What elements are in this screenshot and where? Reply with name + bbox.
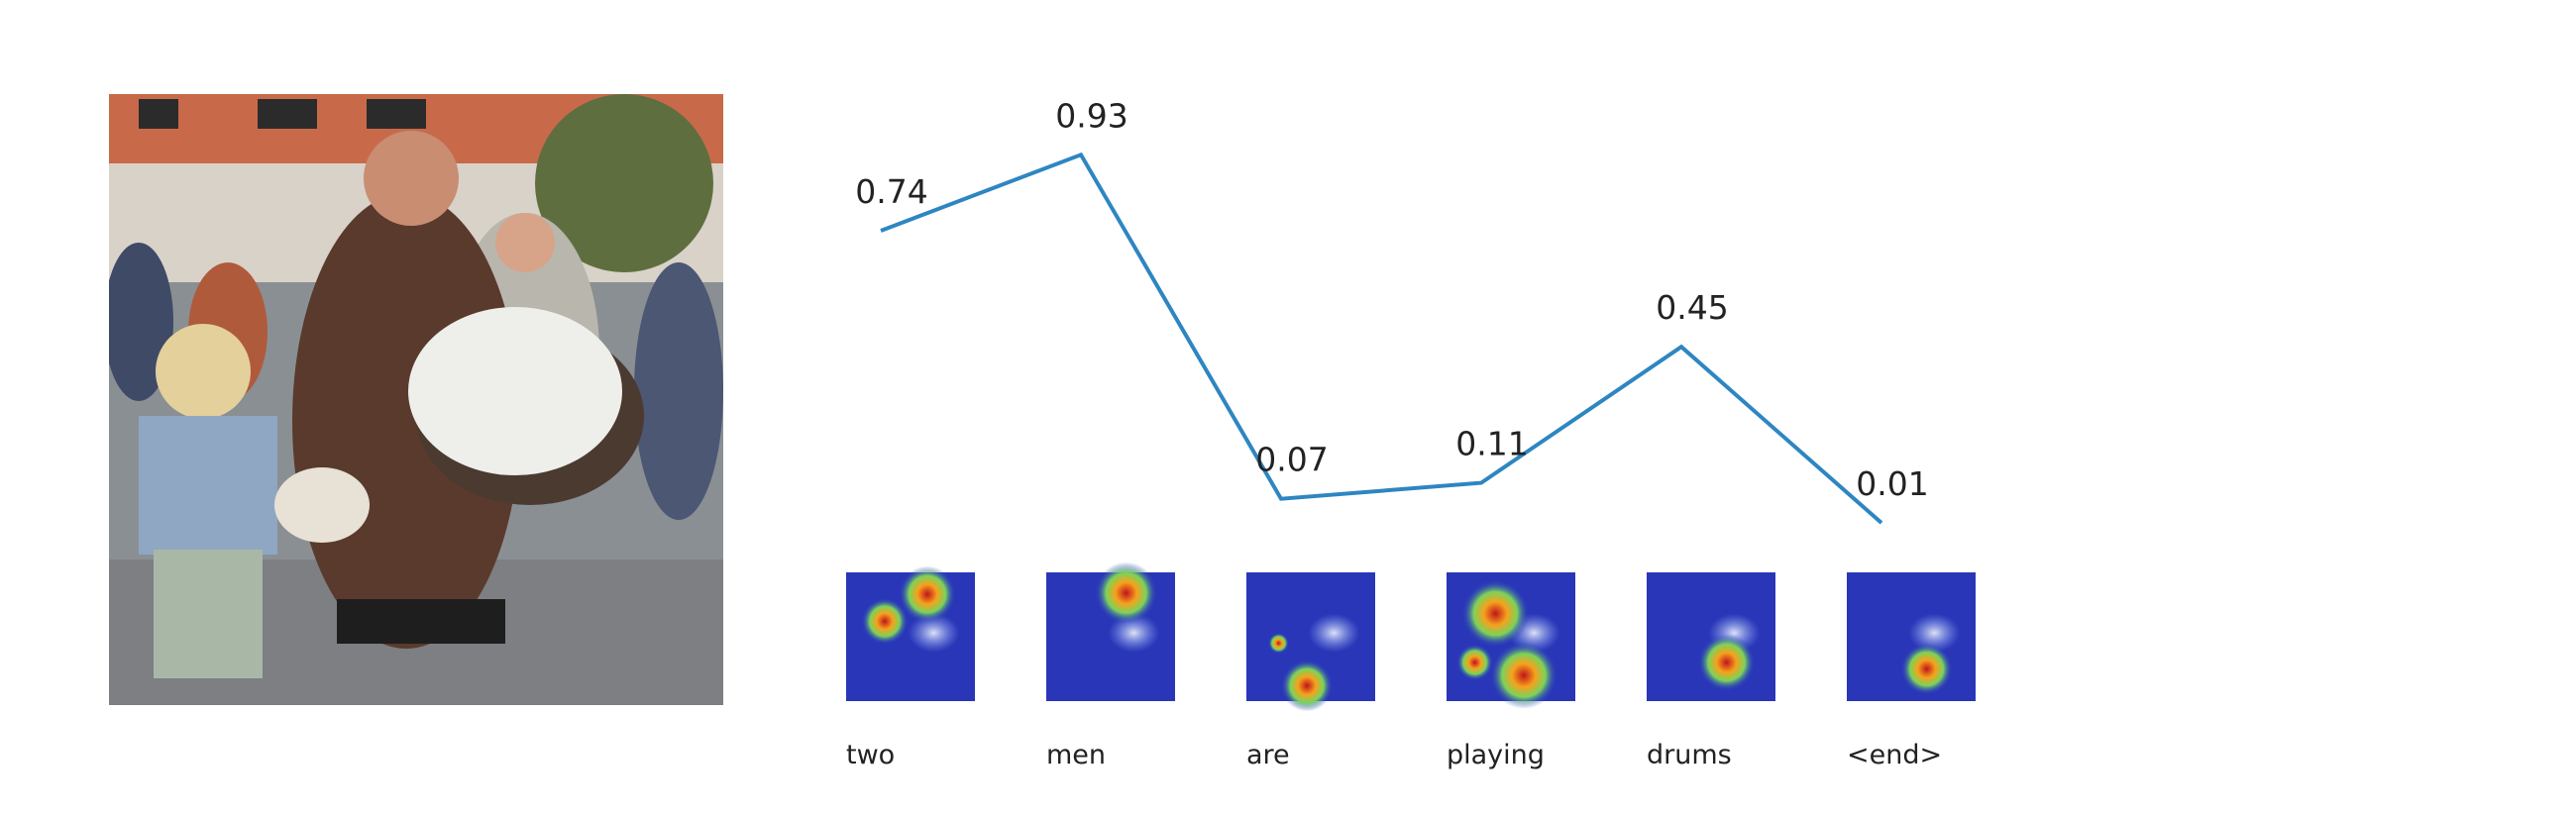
data-label-0: 0.74 (855, 172, 927, 211)
attention-map-5 (1847, 572, 1976, 701)
attention-map-1 (1046, 561, 1175, 701)
source-photo (109, 94, 723, 705)
attention-heatmaps (846, 561, 1976, 712)
category-label-5: <end> (1847, 740, 1942, 770)
category-label-1: men (1046, 740, 1106, 770)
category-label-3: playing (1447, 740, 1545, 770)
category-label-4: drums (1647, 740, 1732, 770)
category-label-0: two (846, 740, 895, 770)
data-label-3: 0.11 (1455, 425, 1528, 463)
attention-map-0 (846, 565, 975, 701)
category-labels: two men are playing drums <end> (846, 740, 1942, 770)
data-label-4: 0.45 (1656, 288, 1728, 327)
attention-map-3 (1447, 572, 1575, 709)
category-label-2: are (1246, 740, 1290, 770)
attention-map-2 (1246, 572, 1375, 712)
data-label-1: 0.93 (1055, 96, 1127, 135)
data-label-2: 0.07 (1255, 441, 1328, 479)
attention-map-4 (1647, 572, 1775, 701)
data-label-5: 0.01 (1856, 464, 1928, 503)
series-line (880, 152, 1883, 525)
data-labels: 0.74 0.93 0.07 0.11 0.45 0.01 (855, 96, 1928, 503)
